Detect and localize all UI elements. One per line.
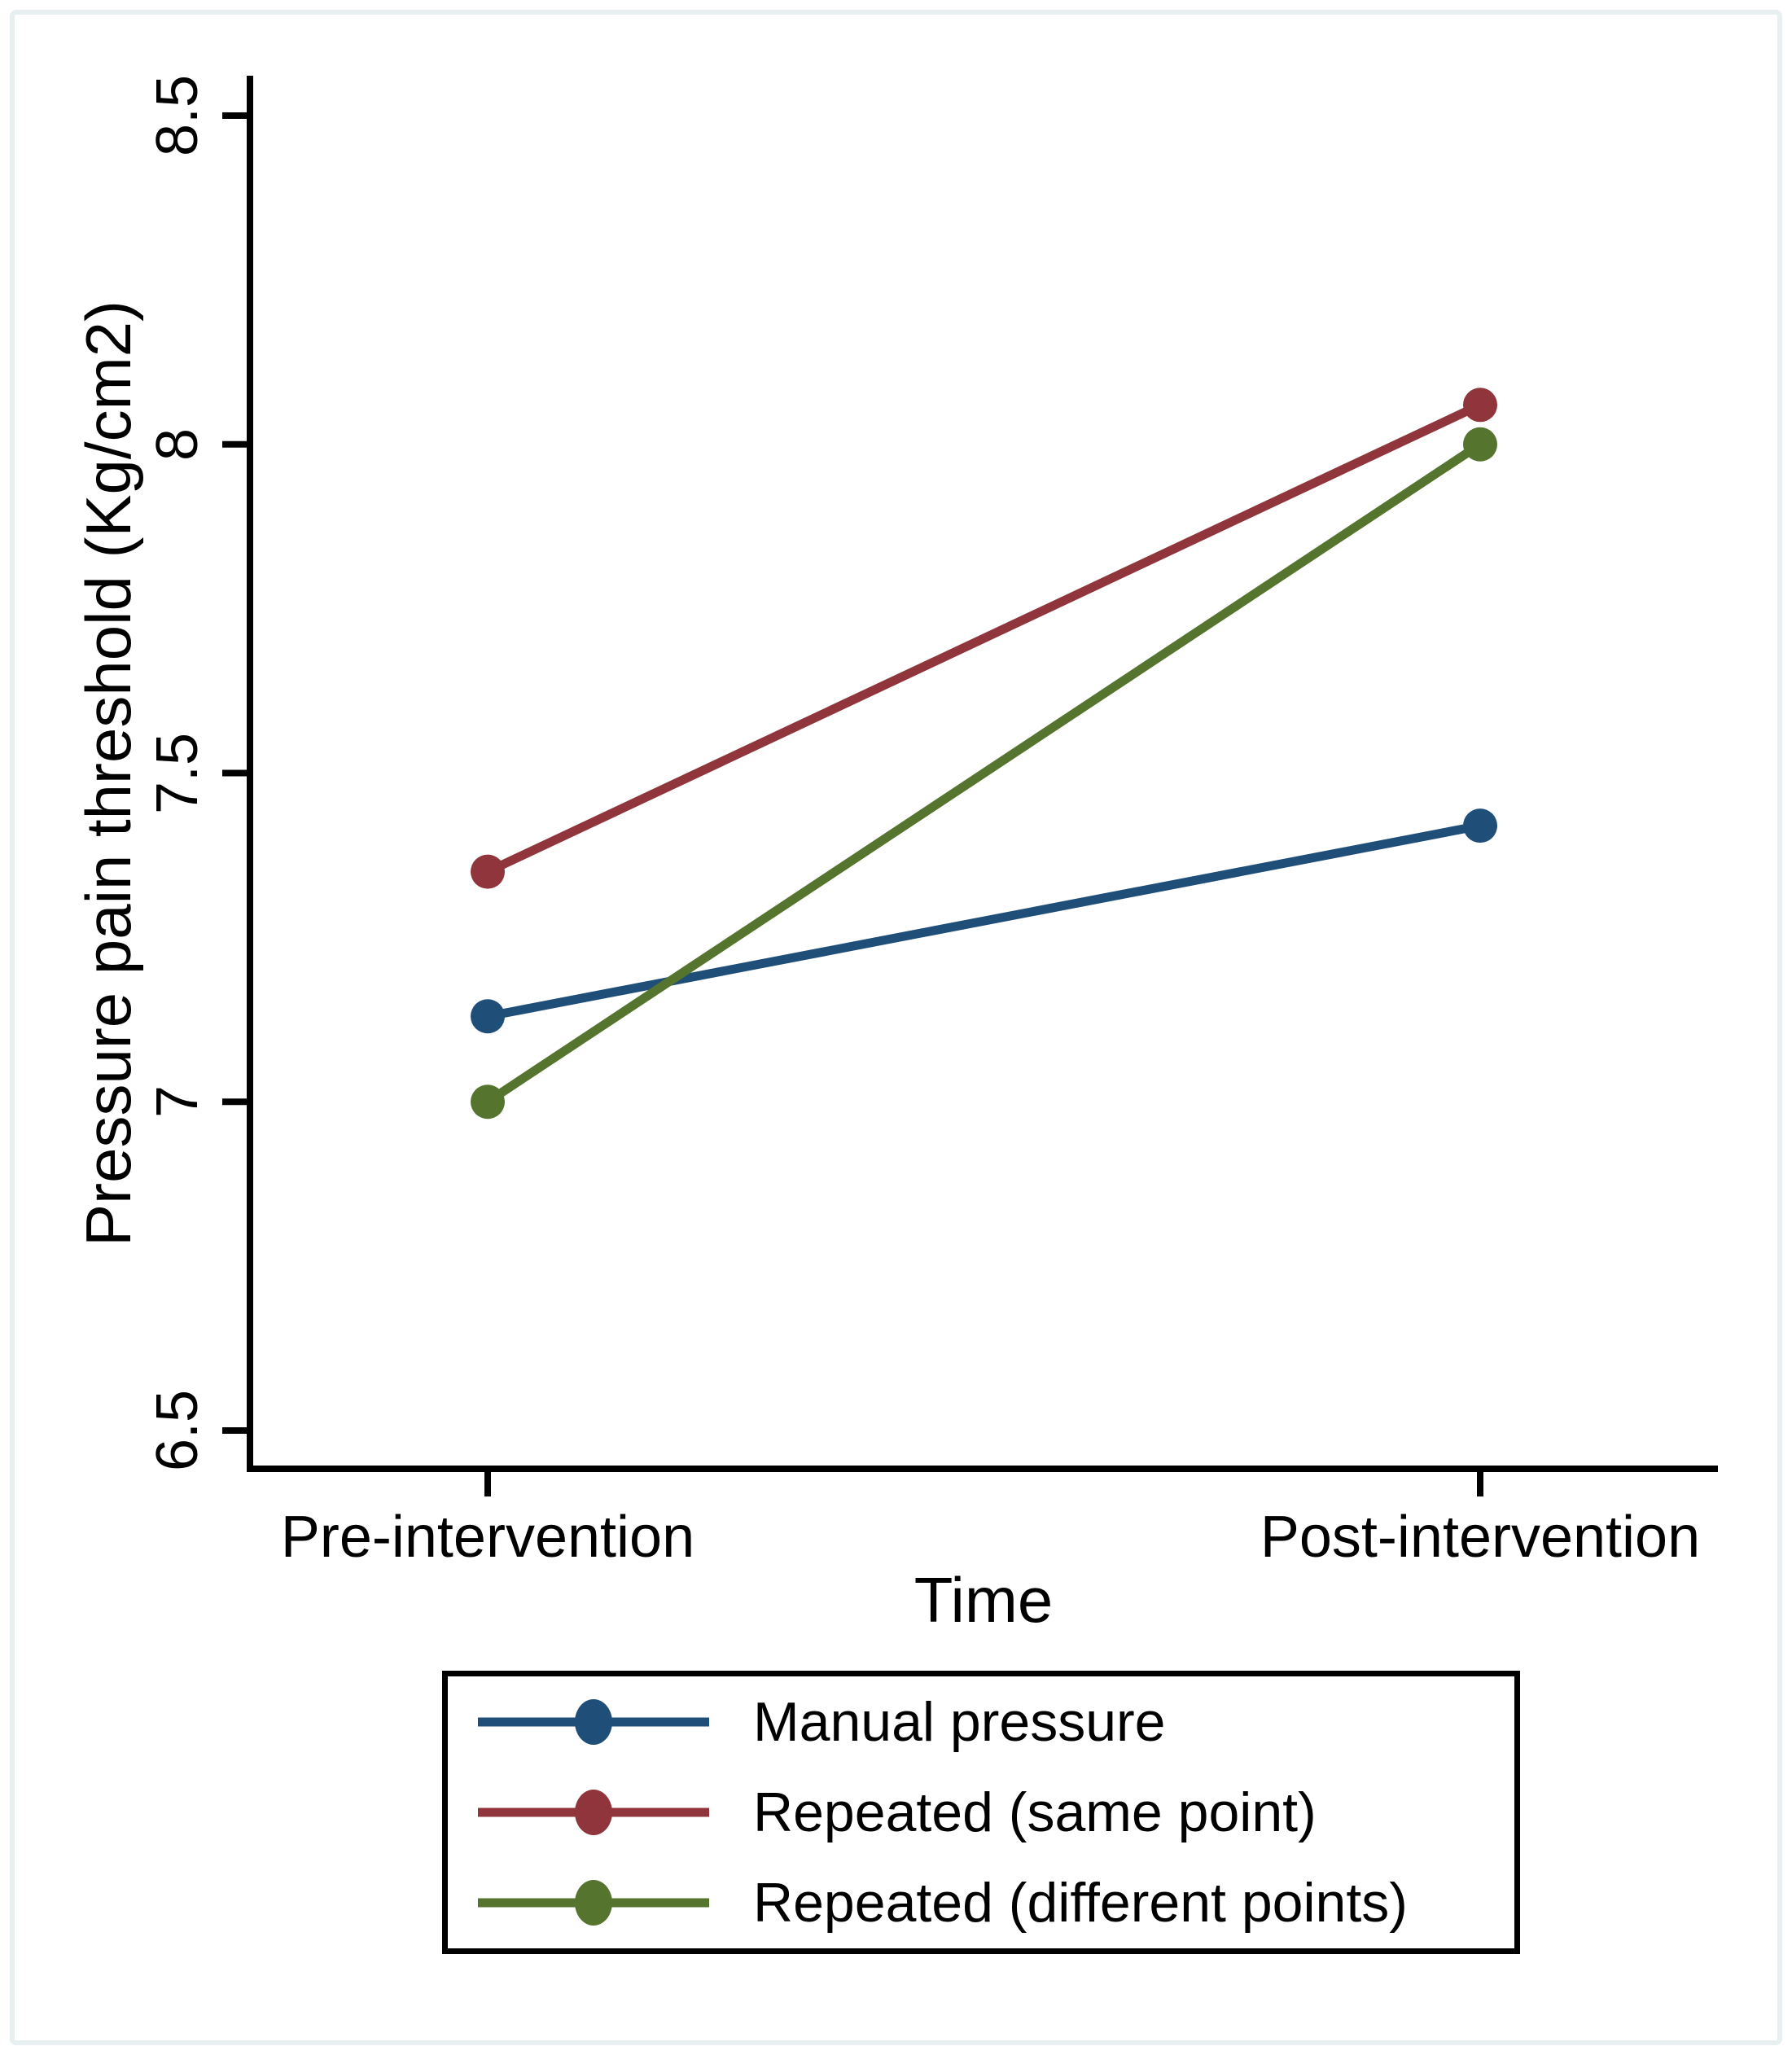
- x-tick-label-pre-intervention: Pre-intervention: [280, 1505, 695, 1570]
- x-tick-label-post-intervention: Post-intervention: [1260, 1505, 1701, 1570]
- legend: Manual pressure Repeated (same point) Re…: [442, 1671, 1520, 1954]
- legend-symbol: [478, 1789, 709, 1835]
- data-point-repeated-same-point-pre-intervention: [471, 854, 505, 889]
- x-axis-title: Time: [914, 1564, 1054, 1636]
- legend-symbol: [478, 1880, 709, 1926]
- legend-label: Repeated (same point): [753, 1781, 1317, 1843]
- data-point-manual-pressure-post-intervention: [1463, 808, 1497, 843]
- y-axis-title: Pressure pain threshold (Kg/cm2): [72, 300, 144, 1247]
- y-tick-label: 8: [145, 427, 210, 461]
- legend-symbol: [478, 1698, 709, 1745]
- legend-marker-icon: [575, 1789, 612, 1835]
- y-tick-label: 6.5: [145, 1389, 210, 1472]
- data-point-repeated-different-points-pre-intervention: [471, 1084, 505, 1120]
- data-point-repeated-same-point-post-intervention: [1463, 388, 1497, 423]
- data-point-manual-pressure-pre-intervention: [471, 999, 505, 1034]
- y-tick-label: 7.5: [145, 732, 210, 814]
- series-line-manual-pressure: [486, 821, 1482, 1021]
- legend-marker-icon: [575, 1698, 612, 1745]
- legend-label: Manual pressure: [753, 1690, 1166, 1753]
- y-tick-label: 7: [145, 1085, 210, 1119]
- series-line-repeated-same-point: [485, 401, 1483, 876]
- legend-item-repeated-different-points: Repeated (different points): [448, 1860, 1514, 1945]
- legend-item-manual-pressure: Manual pressure: [448, 1680, 1514, 1764]
- legend-item-repeated-same-point: Repeated (same point): [448, 1770, 1514, 1855]
- legend-label: Repeated (different points): [753, 1872, 1408, 1935]
- y-tick-label: 8.5: [145, 74, 210, 157]
- legend-marker-icon: [575, 1880, 612, 1926]
- data-point-repeated-different-points-post-intervention: [1463, 427, 1497, 462]
- series-line-repeated-different-points: [484, 440, 1483, 1106]
